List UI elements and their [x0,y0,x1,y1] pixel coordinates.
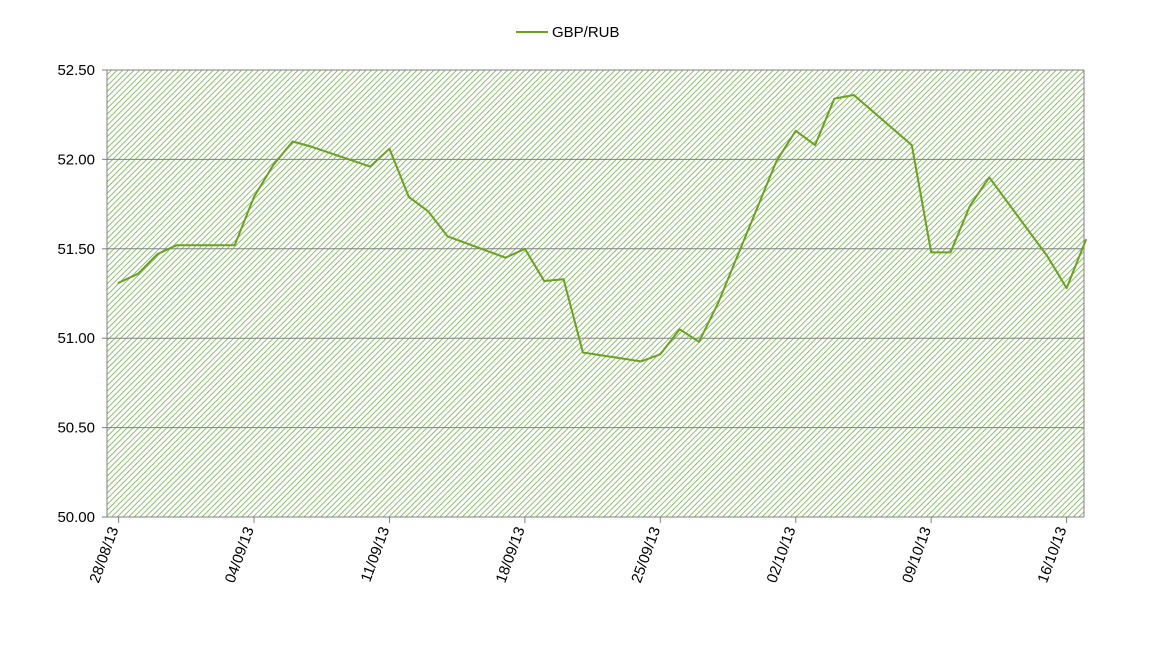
x-tick-label: 16/10/13 [1034,525,1070,586]
y-tick-label: 50.00 [57,509,95,526]
y-tick-label: 51.50 [57,241,95,258]
y-tick-label: 52.00 [57,151,95,168]
legend: GBP/RUB [516,24,620,41]
axes [106,70,1085,518]
x-tick-label: 04/09/13 [222,525,258,586]
y-tick-label: 51.00 [57,330,95,347]
y-tick-label: 52.50 [57,62,95,79]
series-layer [117,94,1087,363]
x-tick-label: 28/08/13 [86,525,122,586]
legend-label: GBP/RUB [552,24,620,41]
x-tick-label: 18/09/13 [493,525,529,586]
x-tick-label: 11/09/13 [358,525,394,585]
x-tick-label: 02/10/13 [764,525,800,586]
y-tick-label: 50.50 [57,420,95,437]
x-axis-ticks: 28/08/13 04/09/13 11/09/13 18/09/13 25/09/13… [86,517,1070,585]
y-axis-ticks: 50.00 50.50 51.00 51.50 52.00 52.50 [57,62,107,526]
x-tick-label: 25/09/13 [628,525,664,586]
plot-area [107,70,1084,517]
x-tick-label: 09/10/13 [899,525,935,586]
